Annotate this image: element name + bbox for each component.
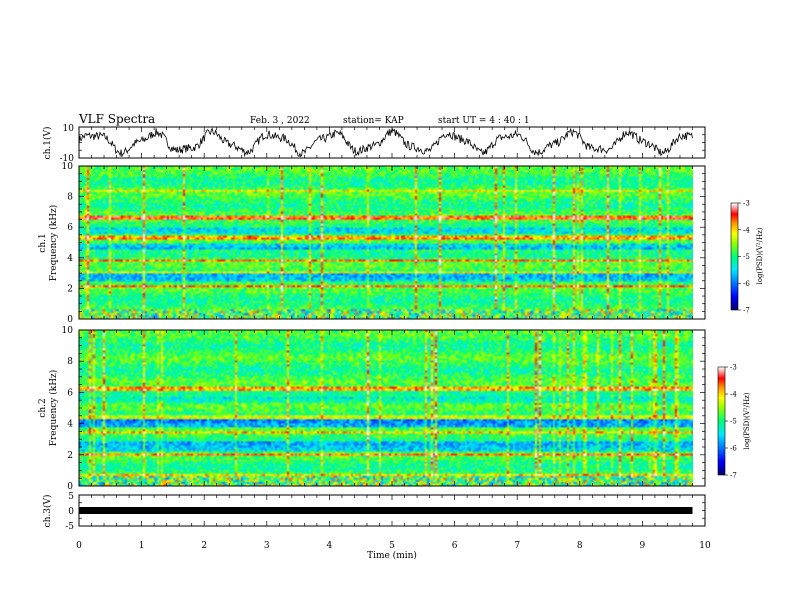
- ch2-colorbar: [718, 367, 725, 475]
- ch1-spectrogram-ylabel-line1: ch.1: [38, 233, 48, 252]
- ch1-ytick-top: 10: [63, 124, 75, 134]
- y-tick-label-2: 2: [67, 451, 73, 461]
- colorbar-tick-label--4: -4: [743, 226, 750, 234]
- ch1-spectrogram-image: [79, 166, 693, 319]
- y-tick-label-8: 8: [67, 357, 73, 367]
- ch2-colorbar-label: log(PSD)(V²/Hz): [743, 392, 751, 449]
- x-tick-label-10: 10: [699, 541, 711, 551]
- x-tick-label-5: 5: [389, 541, 395, 551]
- colorbar-tick-label--6: -6: [743, 280, 750, 288]
- colorbar-tick-label--4: -4: [730, 391, 737, 399]
- y-tick-label-2: 2: [67, 284, 73, 294]
- ch1-colorbar-ticks: -3 -4 -5 -6 -7: [738, 200, 750, 315]
- colorbar-tick-label--3: -3: [730, 364, 737, 372]
- colorbar-tick-label--6: -6: [730, 445, 737, 453]
- ch2-spectrogram-ticks: [78, 329, 706, 487]
- ch1-waveform-ticks: [78, 126, 706, 159]
- x-axis-label: Time (min): [367, 550, 417, 561]
- ch2-spectrogram-ylabel-line1: ch.2: [38, 398, 48, 417]
- y-tick-label-8: 8: [67, 193, 73, 203]
- y-tick-label-4: 4: [67, 420, 73, 430]
- x-tick-label-2: 2: [201, 541, 207, 551]
- x-axis-ticklabels: 0 1 2 3 4 5 6 7 8 9 10: [76, 541, 711, 551]
- colorbar-tick-label--5: -5: [743, 253, 750, 261]
- y-tick-label-6: 6: [67, 388, 73, 398]
- y-tick-label-10: 10: [62, 162, 74, 172]
- ch2-spectrogram-ylabel-line2: Frequency (kHz): [48, 370, 59, 447]
- ch1-spectrogram-ticks: [78, 165, 706, 320]
- ch3-waveform-ylabel: ch.3(V): [42, 495, 53, 528]
- y-tick-label-0: 0: [67, 315, 73, 325]
- figure-title: VLF Spectra: [78, 112, 155, 126]
- y-tick-label-10: 10: [62, 326, 74, 336]
- start-ut-label: start UT = 4 : 40 : 1: [438, 116, 530, 126]
- ch3-ytick-5: 5: [68, 492, 74, 502]
- ch3-ytick-0: 0: [68, 507, 74, 517]
- ch1-spectrogram-yticklabels: 0 2 4 6 8 10: [62, 162, 74, 325]
- ch2-colorbar-ticks: -3 -4 -5 -6 -7: [725, 364, 737, 480]
- x-tick-label-1: 1: [139, 541, 145, 551]
- x-tick-label-6: 6: [452, 541, 458, 551]
- ch1-colorbar: [731, 203, 738, 310]
- ch1-ytick-bottom: -10: [60, 154, 75, 164]
- x-tick-label-0: 0: [76, 541, 82, 551]
- colorbar-tick-label--7: -7: [730, 472, 737, 480]
- ch1-waveform-ylabel: ch.1(V): [42, 127, 53, 160]
- y-tick-label-6: 6: [67, 223, 73, 233]
- x-tick-label-9: 9: [640, 541, 646, 551]
- y-tick-label-4: 4: [67, 254, 73, 264]
- colorbar-tick-label--3: -3: [743, 200, 750, 208]
- ch3-waveform-line: [79, 507, 693, 514]
- ch2-spectrogram-image: [79, 330, 693, 486]
- ch1-colorbar-label: log(PSD)(V²/Hz): [756, 227, 764, 284]
- y-tick-label-0: 0: [67, 482, 73, 492]
- ch3-waveform-panel: 5 0 -5 ch.3(V): [42, 492, 706, 532]
- x-tick-label-8: 8: [577, 541, 583, 551]
- ch1-waveform-line: [78, 127, 693, 158]
- ch2-spectrogram-yticklabels: 0 2 4 6 8 10: [62, 326, 74, 492]
- ch3-ytick-minus5: -5: [65, 522, 74, 532]
- colorbar-tick-label--5: -5: [730, 418, 737, 426]
- date-label: Feb. 3 , 2022: [250, 116, 310, 126]
- station-label: station= KAP: [343, 116, 404, 126]
- ch3-waveform-ticks: [78, 494, 706, 527]
- ch1-spectrogram-ylabel-line2: Frequency (kHz): [48, 205, 59, 282]
- x-tick-label-7: 7: [514, 541, 520, 551]
- x-tick-label-4: 4: [327, 541, 333, 551]
- colorbar-tick-label--7: -7: [743, 307, 750, 315]
- ch1-waveform-panel: 10 -10 ch.1(V): [42, 124, 706, 164]
- x-tick-label-3: 3: [264, 541, 270, 551]
